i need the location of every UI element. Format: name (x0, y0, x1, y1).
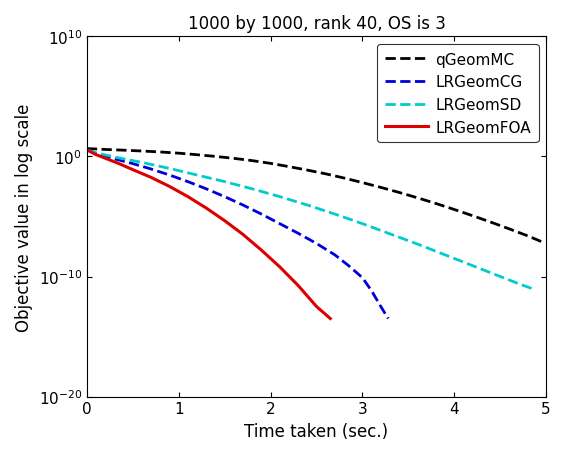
qGeomMC (194, 153, 200, 158)
qGeomMC (469, 213, 476, 219)
X-axis label: Time taken (sec.): Time taken (sec.) (245, 422, 389, 440)
LRGeomFOA (313, 304, 320, 309)
Y-axis label: Objective value in log scale: Objective value in log scale (15, 103, 33, 331)
LRGeomSD (497, 274, 504, 280)
Line: LRGeomCG: LRGeomCG (87, 151, 388, 319)
LRGeomSD (249, 187, 256, 192)
LRGeomFOA (148, 175, 155, 181)
qGeomMC (249, 158, 256, 164)
LRGeomCG (88, 150, 95, 155)
qGeomMC (322, 172, 329, 177)
qGeomMC (212, 154, 219, 160)
qGeomMC (230, 156, 237, 162)
qGeomMC (93, 147, 100, 152)
LRGeomSD (83, 148, 90, 153)
Line: qGeomMC: qGeomMC (87, 149, 542, 242)
LRGeomFOA (276, 264, 283, 270)
LRGeomFOA (258, 248, 265, 253)
LRGeomCG (148, 167, 155, 172)
LRGeomSD (469, 263, 476, 269)
LRGeomCG (130, 162, 136, 167)
LRGeomSD (111, 155, 118, 161)
qGeomMC (538, 239, 545, 245)
LRGeomFOA (88, 150, 95, 156)
qGeomMC (102, 147, 109, 153)
LRGeomSD (139, 160, 145, 166)
LRGeomSD (515, 281, 522, 287)
LRGeomSD (221, 180, 228, 185)
qGeomMC (432, 201, 439, 207)
LRGeomFOA (166, 184, 173, 190)
LRGeomFOA (83, 148, 90, 153)
LRGeomSD (414, 242, 421, 247)
qGeomMC (267, 161, 274, 167)
Line: LRGeomFOA: LRGeomFOA (87, 151, 331, 319)
LRGeomCG (97, 153, 104, 159)
qGeomMC (175, 151, 182, 157)
LRGeomCG (239, 203, 246, 208)
LRGeomCG (276, 222, 283, 227)
LRGeomFOA (93, 152, 100, 158)
LRGeomFOA (239, 232, 246, 238)
Title: 1000 by 1000, rank 40, OS is 3: 1000 by 1000, rank 40, OS is 3 (187, 15, 445, 33)
Line: LRGeomSD: LRGeomSD (87, 151, 535, 290)
LRGeomCG (313, 241, 320, 247)
qGeomMC (120, 148, 127, 154)
qGeomMC (378, 185, 384, 191)
LRGeomFOA (102, 156, 109, 162)
LRGeomCG (258, 212, 265, 217)
LRGeomFOA (203, 206, 209, 211)
LRGeomCG (385, 316, 392, 322)
qGeomMC (451, 207, 458, 213)
LRGeomSD (276, 194, 283, 200)
LRGeomCG (345, 263, 352, 269)
LRGeomFOA (115, 162, 122, 167)
qGeomMC (525, 234, 531, 239)
LRGeomCG (166, 173, 173, 178)
qGeomMC (83, 147, 90, 152)
LRGeomCG (111, 157, 118, 162)
qGeomMC (506, 227, 513, 232)
LRGeomCG (185, 180, 191, 185)
LRGeomFOA (130, 167, 136, 173)
LRGeomSD (304, 203, 311, 208)
LRGeomCG (83, 148, 90, 153)
qGeomMC (396, 190, 402, 196)
LRGeomSD (194, 173, 200, 178)
LRGeomFOA (221, 218, 228, 224)
qGeomMC (286, 165, 293, 170)
LRGeomFOA (185, 194, 191, 200)
LRGeomSD (359, 222, 366, 227)
LRGeomCG (359, 275, 366, 281)
LRGeomCG (295, 231, 302, 237)
qGeomMC (359, 181, 366, 186)
qGeomMC (341, 176, 348, 182)
qGeomMC (157, 150, 164, 155)
qGeomMC (488, 220, 495, 226)
LRGeomCG (378, 304, 384, 309)
LRGeomSD (332, 212, 338, 217)
LRGeomFOA (295, 283, 302, 288)
LRGeomSD (166, 167, 173, 172)
qGeomMC (139, 149, 145, 154)
LRGeomSD (532, 288, 539, 293)
LRGeomCG (368, 288, 375, 294)
LRGeomSD (387, 232, 393, 237)
LRGeomCG (221, 194, 228, 200)
LRGeomCG (203, 187, 209, 192)
LRGeomCG (332, 253, 338, 258)
LRGeomSD (93, 151, 100, 156)
LRGeomSD (441, 253, 448, 258)
LRGeomFOA (327, 316, 334, 322)
qGeomMC (414, 196, 421, 201)
Legend: qGeomMC, LRGeomCG, LRGeomSD, LRGeomFOA: qGeomMC, LRGeomCG, LRGeomSD, LRGeomFOA (377, 45, 538, 143)
qGeomMC (304, 168, 311, 173)
